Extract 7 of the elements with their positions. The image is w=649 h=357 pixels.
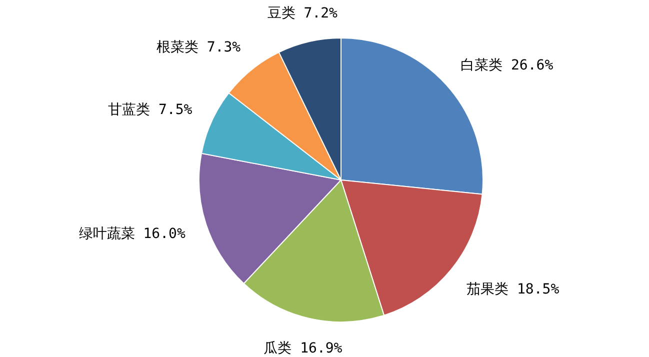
slice-label: 豆类 7.2% [267,5,338,22]
slice-label: 根菜类 7.3% [156,39,242,56]
slice-label: 白菜类 26.6% [460,58,554,74]
slice-label: 绿叶蔬菜 16.0% [78,226,186,242]
slice-label: 茄果类 18.5% [466,281,560,298]
slice-label: 瓜类 16.9% [264,340,343,357]
slice-label: 甘蓝类 7.5% [108,102,193,118]
